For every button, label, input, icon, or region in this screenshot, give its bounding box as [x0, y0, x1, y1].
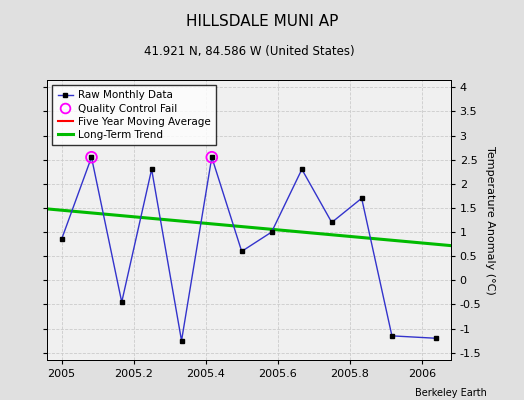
- Legend: Raw Monthly Data, Quality Control Fail, Five Year Moving Average, Long-Term Tren: Raw Monthly Data, Quality Control Fail, …: [52, 85, 216, 145]
- Point: [208, 154, 216, 160]
- Point: [88, 154, 96, 160]
- Text: HILLSDALE MUNI AP: HILLSDALE MUNI AP: [186, 14, 338, 29]
- Title: 41.921 N, 84.586 W (United States): 41.921 N, 84.586 W (United States): [144, 45, 354, 58]
- Text: Berkeley Earth: Berkeley Earth: [416, 388, 487, 398]
- Y-axis label: Temperature Anomaly (°C): Temperature Anomaly (°C): [485, 146, 495, 294]
